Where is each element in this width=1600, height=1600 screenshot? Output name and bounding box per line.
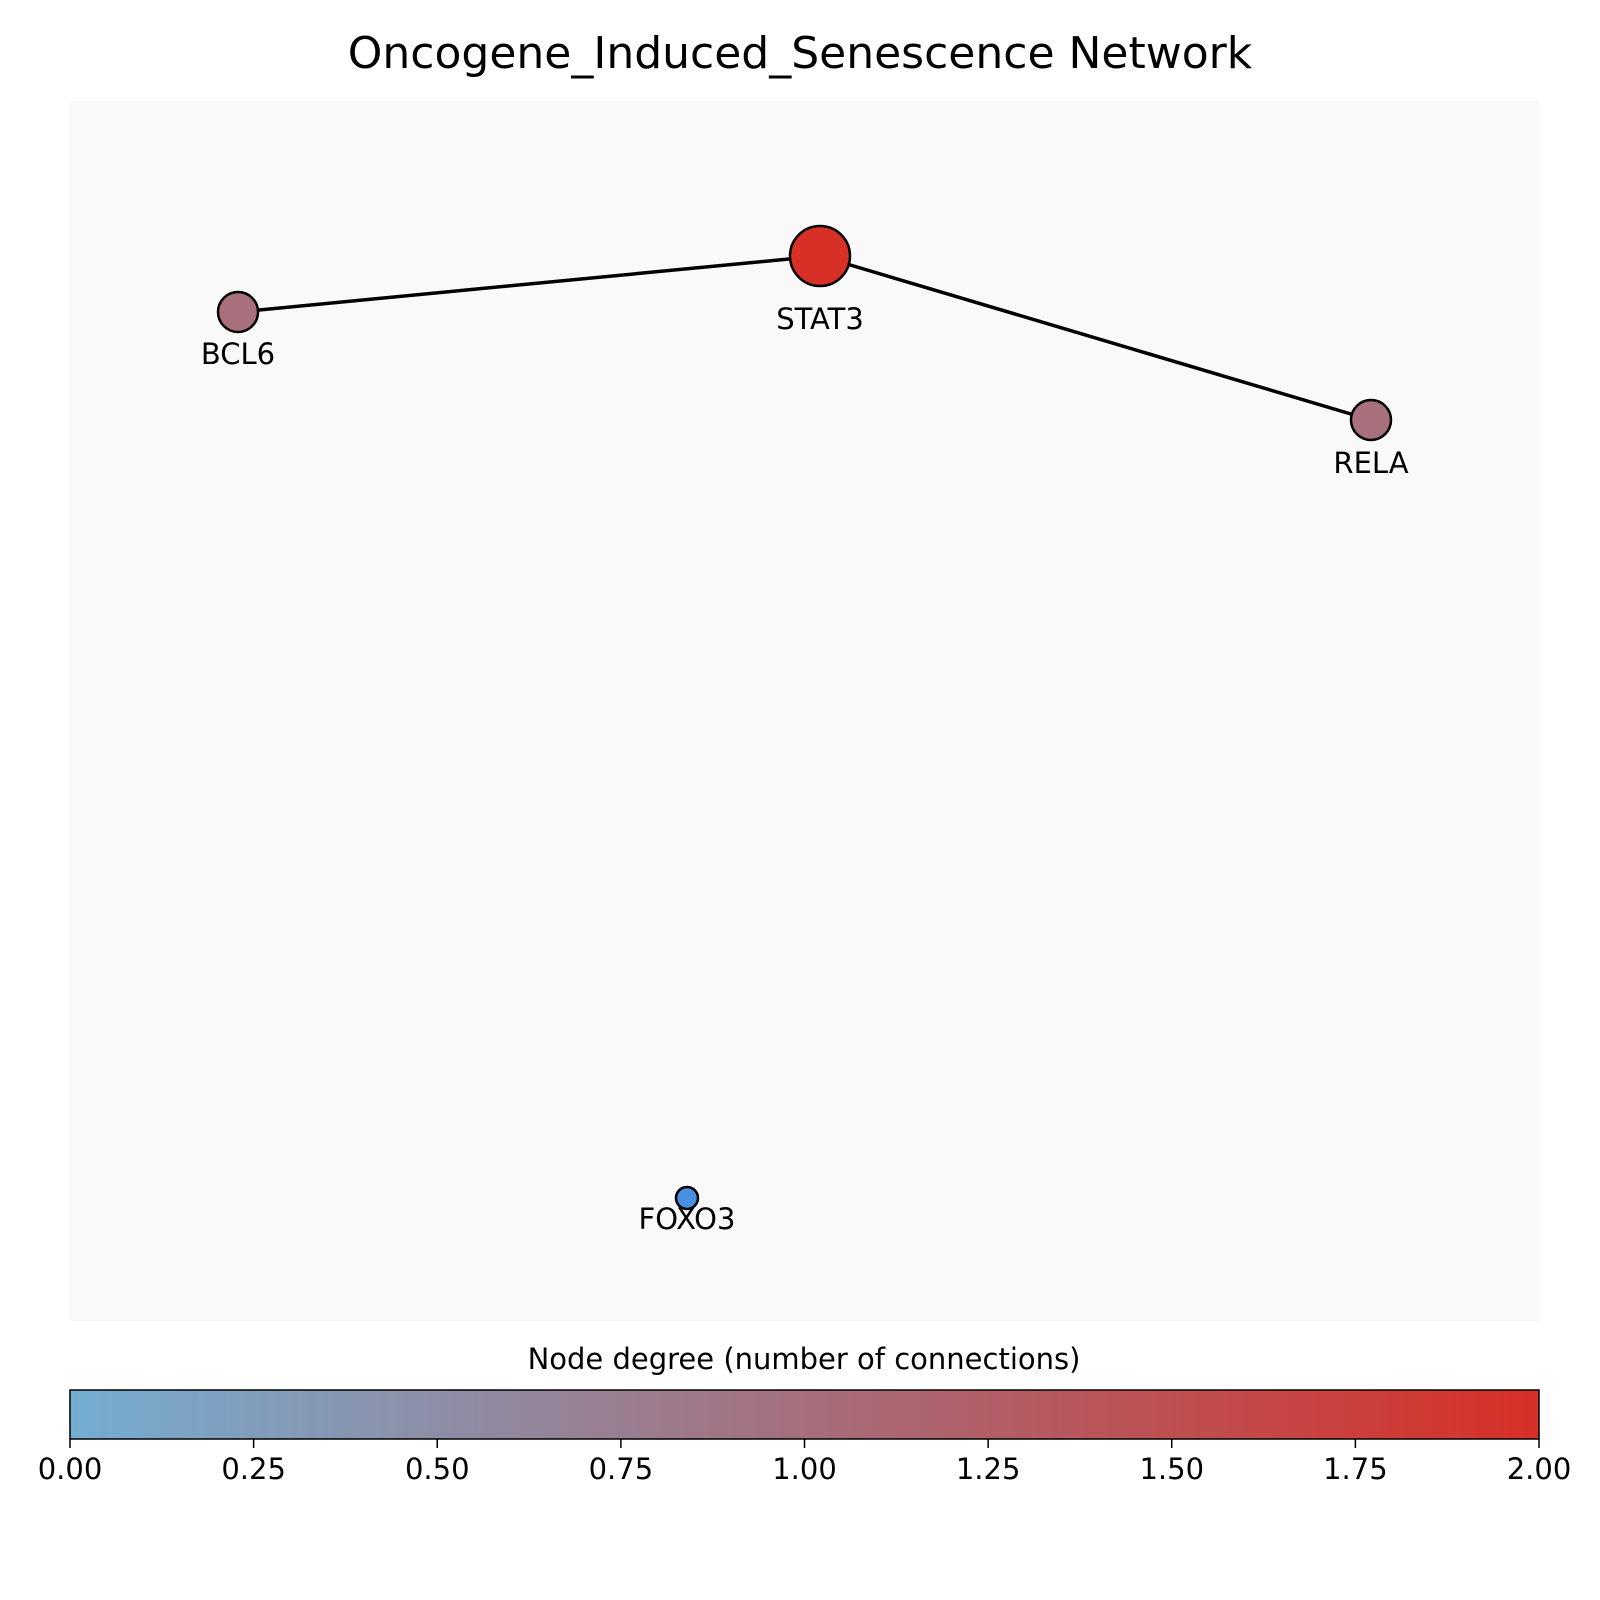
node-label-foxo3: FOXO3 [639,1202,736,1236]
colorbar-tick-label: 0.75 [589,1452,654,1486]
colorbar-tick-label: 1.25 [956,1452,1021,1486]
chart-title: Oncogene_Induced_Senescence Network [348,28,1253,79]
colorbar-tick-label: 0.50 [405,1452,470,1486]
edges-layer [237,254,1372,422]
node-label-bcl6: BCL6 [201,337,275,371]
node-stat3[interactable] [788,224,852,288]
colorbar-tick-label: 1.50 [1139,1452,1204,1486]
edge-stat3-rela [819,254,1372,422]
node-foxo3[interactable] [674,1185,700,1211]
colorbar-label: Node degree (number of connections) [528,1342,1081,1376]
plot-area [70,101,1539,1321]
node-bcl6[interactable] [216,290,260,334]
nodes-layer [216,224,1393,1211]
colorbar-tick-label: 1.00 [772,1452,837,1486]
node-labels-layer: STAT3 BCL6 RELA FOXO3 [201,302,1409,1236]
node-label-rela: RELA [1333,446,1408,480]
colorbar-tick-label: 2.00 [1507,1452,1572,1486]
node-rela[interactable] [1349,398,1393,442]
colorbar-tick-label: 0.00 [38,1452,103,1486]
colorbar-tick-label: 1.75 [1323,1452,1388,1486]
colorbar-tick-label: 0.25 [221,1452,286,1486]
colorbar-ticks: 0.00 0.25 0.50 0.75 1.00 1.25 1.50 1.75 2.00 [38,1439,1572,1486]
node-label-stat3: STAT3 [776,302,864,336]
edge-bcl6-stat3 [237,254,821,314]
colorbar [69,1389,1540,1440]
